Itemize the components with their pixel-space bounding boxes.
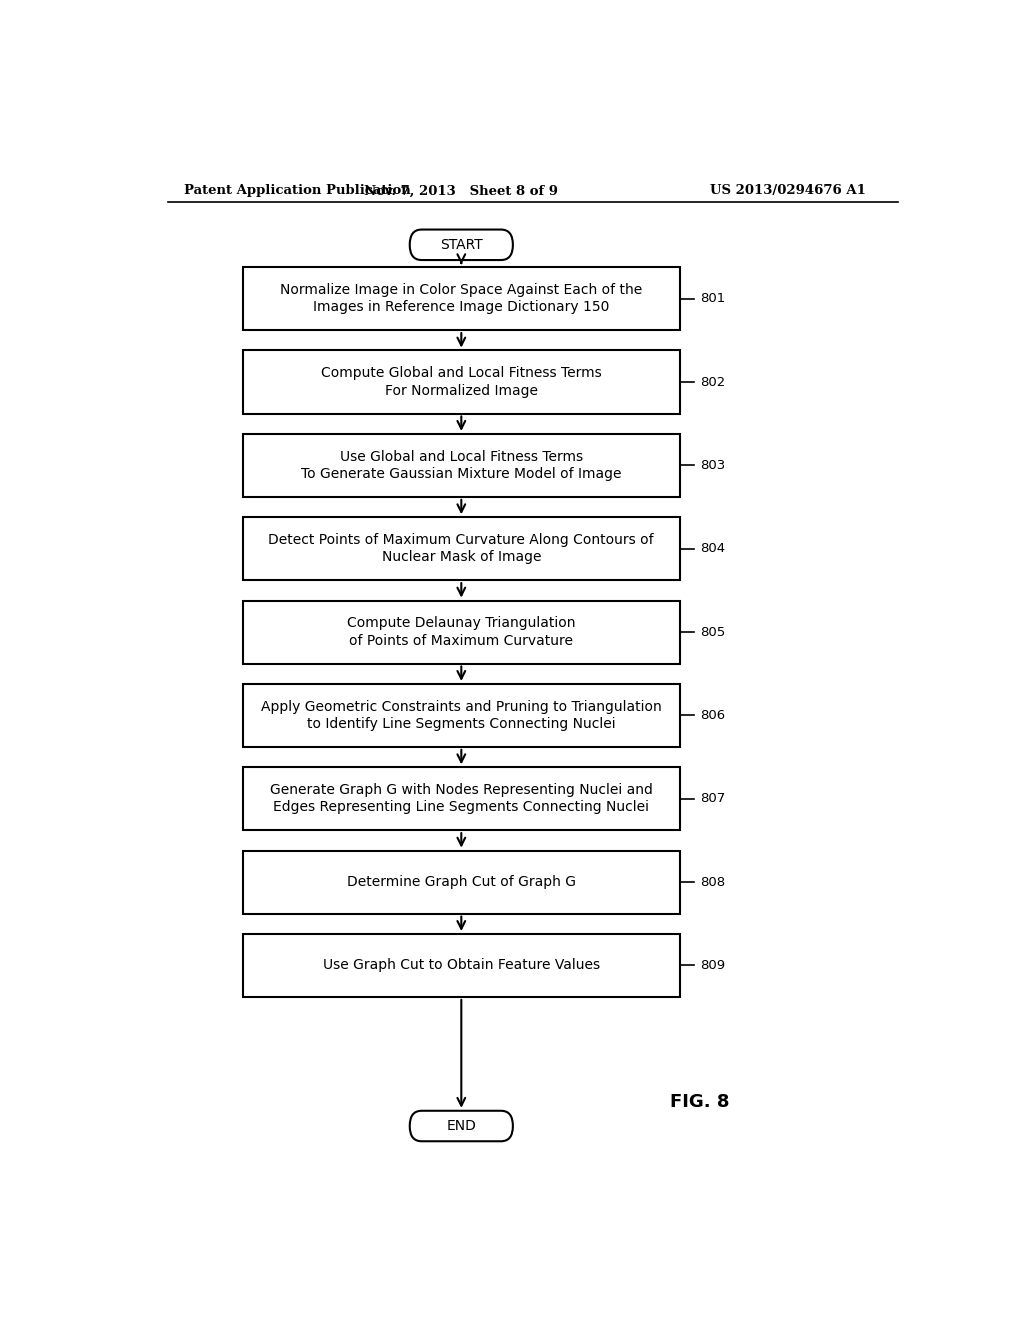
FancyBboxPatch shape xyxy=(243,267,680,330)
Text: Compute Delaunay Triangulation
of Points of Maximum Curvature: Compute Delaunay Triangulation of Points… xyxy=(347,616,575,648)
Text: 802: 802 xyxy=(700,375,725,388)
FancyBboxPatch shape xyxy=(243,517,680,581)
FancyBboxPatch shape xyxy=(410,1110,513,1142)
FancyBboxPatch shape xyxy=(243,434,680,496)
FancyBboxPatch shape xyxy=(243,684,680,747)
Text: Determine Graph Cut of Graph G: Determine Graph Cut of Graph G xyxy=(347,875,575,890)
Text: 803: 803 xyxy=(700,459,725,471)
Text: Use Global and Local Fitness Terms
To Generate Gaussian Mixture Model of Image: Use Global and Local Fitness Terms To Ge… xyxy=(301,450,622,480)
FancyBboxPatch shape xyxy=(243,601,680,664)
Text: Patent Application Publication: Patent Application Publication xyxy=(183,185,411,198)
Text: Apply Geometric Constraints and Pruning to Triangulation
to Identify Line Segmen: Apply Geometric Constraints and Pruning … xyxy=(261,700,662,731)
Text: Normalize Image in Color Space Against Each of the
Images in Reference Image Dic: Normalize Image in Color Space Against E… xyxy=(281,282,642,314)
Text: END: END xyxy=(446,1119,476,1133)
Text: 804: 804 xyxy=(700,543,725,556)
FancyBboxPatch shape xyxy=(410,230,513,260)
FancyBboxPatch shape xyxy=(243,767,680,830)
Text: Generate Graph G with Nodes Representing Nuclei and
Edges Representing Line Segm: Generate Graph G with Nodes Representing… xyxy=(270,783,652,814)
Text: FIG. 8: FIG. 8 xyxy=(670,1093,729,1110)
Text: 806: 806 xyxy=(700,709,725,722)
Text: US 2013/0294676 A1: US 2013/0294676 A1 xyxy=(711,185,866,198)
Text: 805: 805 xyxy=(700,626,725,639)
Text: Use Graph Cut to Obtain Feature Values: Use Graph Cut to Obtain Feature Values xyxy=(323,958,600,973)
Text: 807: 807 xyxy=(700,792,725,805)
Text: 809: 809 xyxy=(700,958,725,972)
Text: 801: 801 xyxy=(700,292,725,305)
Text: Nov. 7, 2013   Sheet 8 of 9: Nov. 7, 2013 Sheet 8 of 9 xyxy=(365,185,558,198)
FancyBboxPatch shape xyxy=(243,351,680,413)
Text: Detect Points of Maximum Curvature Along Contours of
Nuclear Mask of Image: Detect Points of Maximum Curvature Along… xyxy=(268,533,654,565)
Text: START: START xyxy=(440,238,482,252)
Text: Compute Global and Local Fitness Terms
For Normalized Image: Compute Global and Local Fitness Terms F… xyxy=(321,367,602,397)
FancyBboxPatch shape xyxy=(243,935,680,997)
Text: 808: 808 xyxy=(700,875,725,888)
FancyBboxPatch shape xyxy=(243,850,680,913)
